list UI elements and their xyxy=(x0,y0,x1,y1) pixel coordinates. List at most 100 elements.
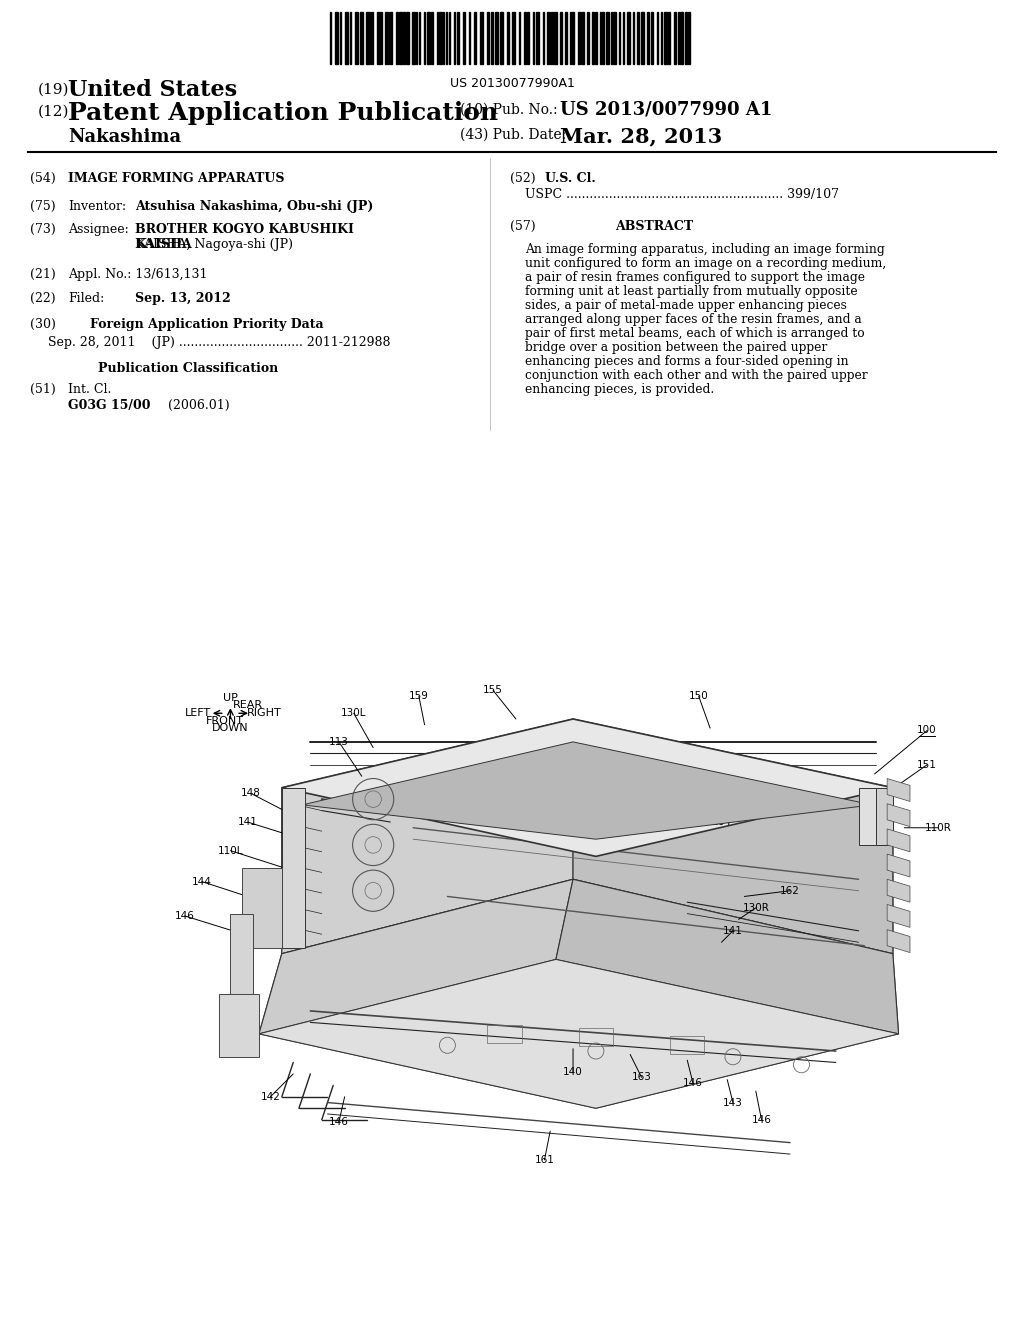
Text: BROTHER KOGYO KABUSHIKI: BROTHER KOGYO KABUSHIKI xyxy=(135,223,354,236)
Bar xyxy=(345,12,348,63)
Text: KAISHA, Nagoya-shi (JP): KAISHA, Nagoya-shi (JP) xyxy=(135,238,293,251)
Text: US 2013/0077990 A1: US 2013/0077990 A1 xyxy=(560,102,772,119)
Bar xyxy=(641,12,644,63)
Bar xyxy=(512,12,515,63)
Text: (2006.01): (2006.01) xyxy=(168,399,229,412)
Bar xyxy=(463,12,465,63)
Text: Nakashima: Nakashima xyxy=(68,128,181,147)
Text: 110L: 110L xyxy=(218,846,243,855)
Bar xyxy=(688,12,690,63)
Text: Patent Application Publication: Patent Application Publication xyxy=(68,102,498,125)
Text: 144: 144 xyxy=(191,876,212,887)
Bar xyxy=(579,1028,613,1047)
Polygon shape xyxy=(302,742,872,840)
Text: 151: 151 xyxy=(918,760,937,770)
Text: KAISHA: KAISHA xyxy=(135,238,191,251)
Bar xyxy=(524,12,526,63)
Text: Sep. 13, 2012: Sep. 13, 2012 xyxy=(135,292,230,305)
Polygon shape xyxy=(259,879,573,1034)
Text: (73): (73) xyxy=(30,223,55,236)
Text: Int. Cl.: Int. Cl. xyxy=(68,383,112,396)
Bar xyxy=(582,12,584,63)
Text: Assignee:: Assignee: xyxy=(68,223,129,236)
Text: 143: 143 xyxy=(723,1097,742,1107)
Text: Publication Classification: Publication Classification xyxy=(98,362,279,375)
Bar xyxy=(500,12,503,63)
Text: 146: 146 xyxy=(175,911,195,921)
Text: (51): (51) xyxy=(30,383,55,396)
Bar xyxy=(366,12,369,63)
Text: a pair of resin frames configured to support the image: a pair of resin frames configured to sup… xyxy=(525,271,865,284)
Text: 146: 146 xyxy=(683,1078,702,1088)
Text: sides, a pair of metal-made upper enhancing pieces: sides, a pair of metal-made upper enhanc… xyxy=(525,300,847,312)
Bar xyxy=(335,12,338,63)
Bar xyxy=(587,12,589,63)
Text: UP: UP xyxy=(223,693,238,704)
Bar xyxy=(554,12,557,63)
Bar xyxy=(613,12,616,63)
Polygon shape xyxy=(282,719,893,857)
Polygon shape xyxy=(887,804,910,826)
Bar xyxy=(495,12,498,63)
Bar xyxy=(474,12,476,63)
Text: Appl. No.: 13/613,131: Appl. No.: 13/613,131 xyxy=(68,268,208,281)
Text: LEFT: LEFT xyxy=(185,709,212,718)
Text: (10) Pub. No.:: (10) Pub. No.: xyxy=(460,103,558,117)
Bar xyxy=(560,12,562,63)
Text: 161: 161 xyxy=(535,1155,554,1164)
Polygon shape xyxy=(887,879,910,902)
Text: 150: 150 xyxy=(689,692,709,701)
Text: 130R: 130R xyxy=(742,903,769,913)
Text: Filed:: Filed: xyxy=(68,292,104,305)
Text: Mar. 28, 2013: Mar. 28, 2013 xyxy=(560,125,722,147)
Text: unit configured to form an image on a recording medium,: unit configured to form an image on a re… xyxy=(525,257,886,271)
Bar xyxy=(355,12,358,63)
Bar xyxy=(487,12,489,63)
Polygon shape xyxy=(282,788,305,948)
Text: U.S. Cl.: U.S. Cl. xyxy=(545,172,596,185)
Bar xyxy=(536,12,539,63)
Text: FRONT: FRONT xyxy=(206,717,244,726)
Bar xyxy=(680,12,683,63)
Polygon shape xyxy=(876,788,893,845)
Bar xyxy=(592,12,594,63)
Text: 130L: 130L xyxy=(341,709,367,718)
Text: conjunction with each other and with the paired upper: conjunction with each other and with the… xyxy=(525,370,867,381)
Text: pair of first metal beams, each of which is arranged to: pair of first metal beams, each of which… xyxy=(525,327,864,341)
Bar xyxy=(664,12,667,63)
Text: 142: 142 xyxy=(260,1092,281,1102)
Text: 100: 100 xyxy=(918,726,937,735)
Bar xyxy=(565,12,567,63)
Bar xyxy=(602,12,604,63)
Bar xyxy=(487,1024,521,1043)
Text: 146: 146 xyxy=(329,1117,349,1127)
Text: (12): (12) xyxy=(38,106,70,119)
Text: Inventor:: Inventor: xyxy=(68,201,126,213)
Text: 148: 148 xyxy=(241,788,261,799)
Text: RIGHT: RIGHT xyxy=(247,709,282,718)
Bar xyxy=(670,1036,705,1055)
Bar xyxy=(480,12,483,63)
Bar xyxy=(403,12,406,63)
Polygon shape xyxy=(556,879,899,1034)
Bar xyxy=(406,12,409,63)
Polygon shape xyxy=(259,960,899,1109)
Text: 110R: 110R xyxy=(925,822,952,833)
Bar xyxy=(578,12,581,63)
Text: USPC ........................................................ 399/107: USPC ...................................… xyxy=(525,187,839,201)
Bar xyxy=(507,12,509,63)
Polygon shape xyxy=(259,953,596,1109)
Bar xyxy=(427,12,430,63)
Text: Atsuhisa Nakashima, Obu-shi (JP): Atsuhisa Nakashima, Obu-shi (JP) xyxy=(135,201,374,213)
Text: 141: 141 xyxy=(238,817,257,828)
Bar xyxy=(627,12,630,63)
Polygon shape xyxy=(887,854,910,876)
Bar xyxy=(377,12,380,63)
Bar xyxy=(651,12,653,63)
Polygon shape xyxy=(282,719,573,953)
Text: United States: United States xyxy=(68,79,238,102)
Polygon shape xyxy=(230,913,253,1016)
Polygon shape xyxy=(219,994,259,1057)
Text: Foreign Application Priority Data: Foreign Application Priority Data xyxy=(90,318,324,331)
Polygon shape xyxy=(858,788,893,845)
